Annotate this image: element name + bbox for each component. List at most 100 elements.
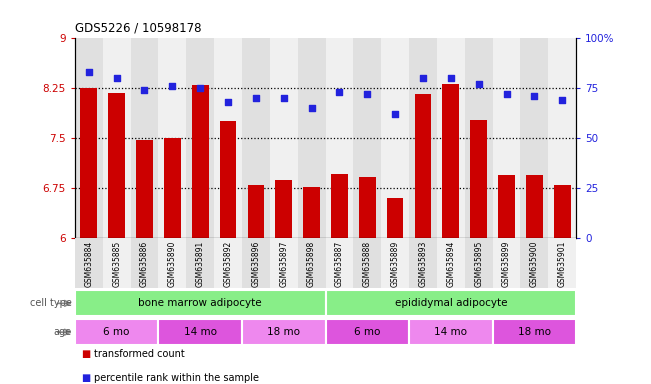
Bar (548, 238, 576, 288)
Point (139, 87, 150, 93)
Text: bone marrow adipocyte: bone marrow adipocyte (139, 298, 262, 308)
Bar (520, 38, 548, 238)
Bar (415, 94, 432, 238)
Bar (387, 198, 404, 238)
Text: 18 mo: 18 mo (267, 327, 300, 337)
Bar (75, 238, 103, 288)
Text: ■: ■ (81, 349, 90, 359)
Bar (554, 185, 570, 238)
Bar (326, 290, 576, 316)
Bar (158, 319, 242, 345)
Point (307, 105, 317, 111)
Bar (470, 119, 487, 238)
Point (167, 83, 178, 89)
Bar (192, 85, 208, 238)
Text: percentile rank within the sample: percentile rank within the sample (94, 373, 259, 383)
Bar (493, 319, 576, 345)
Bar (409, 238, 437, 288)
Text: 14 mo: 14 mo (184, 327, 217, 337)
Text: GSM635884: GSM635884 (84, 240, 93, 287)
Bar (520, 238, 548, 288)
Bar (326, 238, 353, 288)
Point (334, 89, 344, 95)
Text: GSM635900: GSM635900 (530, 240, 539, 287)
Point (83, 69, 94, 75)
Text: GSM635894: GSM635894 (447, 240, 455, 287)
Bar (381, 238, 409, 288)
Text: age: age (53, 327, 72, 337)
Text: GSM635891: GSM635891 (196, 240, 204, 287)
Text: GSM635892: GSM635892 (223, 240, 232, 287)
Bar (186, 238, 214, 288)
Bar (136, 140, 153, 238)
Bar (75, 319, 158, 345)
Text: 6 mo: 6 mo (104, 327, 130, 337)
Bar (270, 238, 298, 288)
Point (390, 111, 400, 118)
Bar (131, 238, 158, 288)
Bar (75, 290, 326, 316)
Text: GSM635899: GSM635899 (502, 240, 511, 287)
Text: GSM635896: GSM635896 (251, 240, 260, 287)
Bar (158, 38, 186, 238)
Bar (214, 238, 242, 288)
Bar (443, 84, 459, 238)
Bar (465, 38, 493, 238)
Text: 6 mo: 6 mo (354, 327, 380, 337)
Text: GSM635890: GSM635890 (168, 240, 177, 287)
Bar (498, 175, 515, 238)
Bar (526, 175, 543, 238)
Bar (219, 121, 236, 238)
Bar (75, 38, 103, 238)
Bar (108, 93, 125, 238)
Bar (164, 138, 181, 238)
Bar (326, 319, 409, 345)
Bar (247, 185, 264, 238)
Text: GSM635897: GSM635897 (279, 240, 288, 287)
Text: 14 mo: 14 mo (434, 327, 467, 337)
Text: GSM635901: GSM635901 (558, 240, 567, 287)
Bar (242, 238, 270, 288)
Text: ■: ■ (81, 373, 90, 383)
Bar (303, 187, 320, 238)
Bar (158, 238, 186, 288)
Bar (548, 38, 576, 238)
Text: epididymal adipocyte: epididymal adipocyte (395, 298, 507, 308)
Point (195, 85, 206, 91)
Bar (437, 38, 465, 238)
Text: GSM635888: GSM635888 (363, 240, 372, 287)
Bar (270, 38, 298, 238)
Bar (103, 238, 131, 288)
Bar (493, 238, 520, 288)
Bar (242, 38, 270, 238)
Bar (409, 319, 493, 345)
Bar (381, 38, 409, 238)
Point (418, 75, 428, 81)
Bar (359, 177, 376, 238)
Point (529, 93, 540, 99)
Bar (353, 38, 381, 238)
Text: GSM635893: GSM635893 (419, 240, 428, 287)
Text: cell type: cell type (30, 298, 72, 308)
Bar (437, 238, 465, 288)
Bar (326, 38, 353, 238)
Bar (242, 319, 326, 345)
Point (223, 99, 233, 105)
Bar (214, 38, 242, 238)
Bar (186, 38, 214, 238)
Point (473, 81, 484, 88)
Text: transformed count: transformed count (94, 349, 185, 359)
Text: GDS5226 / 10598178: GDS5226 / 10598178 (75, 22, 201, 35)
Point (362, 91, 372, 98)
Text: GSM635887: GSM635887 (335, 240, 344, 287)
Bar (409, 38, 437, 238)
Bar (493, 38, 520, 238)
Bar (331, 174, 348, 238)
Bar (81, 88, 97, 238)
Point (279, 95, 289, 101)
Point (251, 95, 261, 101)
Point (111, 75, 122, 81)
Bar (275, 180, 292, 238)
Bar (465, 238, 493, 288)
Bar (131, 38, 158, 238)
